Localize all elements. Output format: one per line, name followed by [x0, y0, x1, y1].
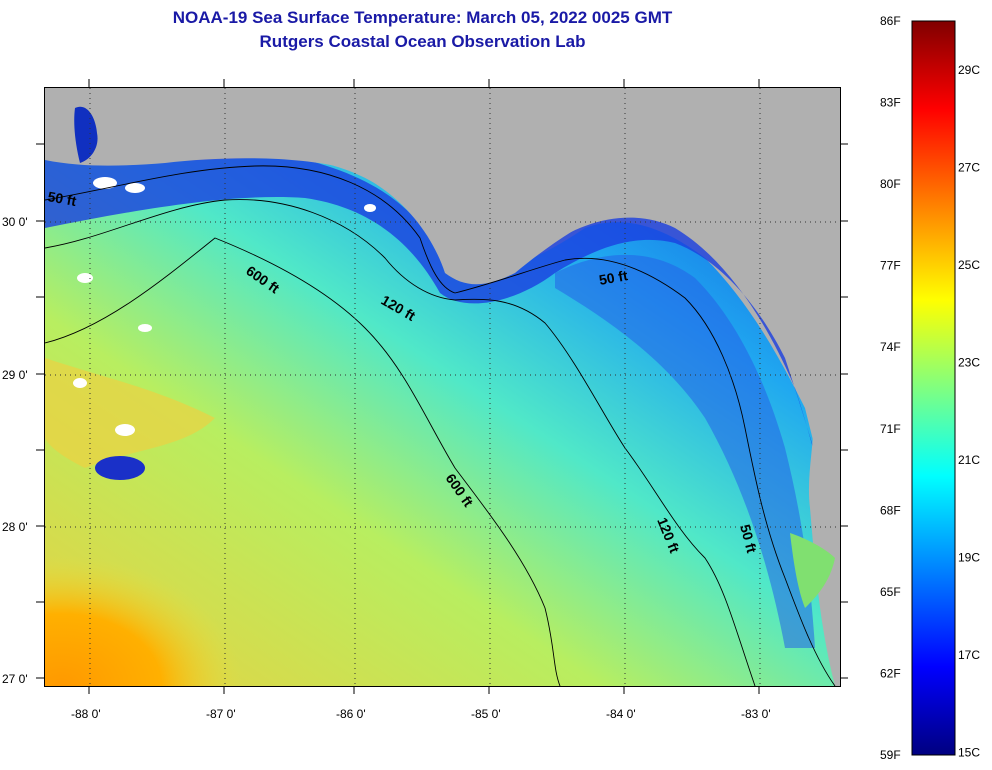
colorbar-f-label: 83F: [880, 96, 901, 110]
fahrenheit-scale: 86F 83F 80F 77F 74F 71F 68F 65F 62F 59F: [880, 14, 901, 762]
tampa-bay-water: [790, 533, 835, 608]
colorbar-c-label: 25C: [958, 258, 980, 272]
colorbar-c-label: 17C: [958, 648, 980, 662]
colorbar-gradient: [911, 20, 956, 756]
colorbar-f-label: 86F: [880, 14, 901, 28]
east-shelf-blue: [555, 254, 815, 648]
lat-label-30: 30 0': [2, 215, 28, 229]
mobile-bay-water: [74, 106, 98, 163]
cloud-patches: [73, 177, 376, 436]
lon-label-87: -87 0': [206, 707, 236, 721]
land-florida: [790, 308, 840, 686]
colorbar-c-label: 27C: [958, 161, 980, 175]
colorbar-f-label: 74F: [880, 340, 901, 354]
lon-label-88: -88 0': [71, 707, 101, 721]
bathymetry-contours: [45, 165, 836, 686]
colorbar-f-label: 68F: [880, 503, 901, 517]
warm-water-band: [45, 358, 215, 468]
lat-label-28: 28 0': [2, 520, 28, 534]
contour-600ft: [45, 237, 561, 686]
colorbar-c-label: 15C: [958, 746, 980, 760]
contour-50ft-east: [454, 257, 836, 686]
sst-map: 50 ft 600 ft 120 ft 50 ft 600 ft 120 ft …: [44, 87, 841, 687]
colorbar-c-label: 19C: [958, 551, 980, 565]
warm-water-region: [45, 448, 375, 686]
colorbar-f-label: 62F: [880, 666, 901, 680]
colorbar-c-label: 29C: [958, 63, 980, 77]
colorbar-c-label: 21C: [958, 453, 980, 467]
contour-label-50ft-south: 50 ft: [737, 523, 760, 555]
lon-label-85: -85 0': [471, 707, 501, 721]
lat-label-29: 29 0': [2, 368, 28, 382]
contour-label-50ft-north: 50 ft: [598, 267, 629, 288]
colorbar-f-label: 71F: [880, 422, 901, 436]
coastal-cold-band: [45, 149, 840, 548]
colorbar-f-label: 65F: [880, 585, 901, 599]
sst-map-svg: 50 ft 600 ft 120 ft 50 ft 600 ft 120 ft …: [45, 88, 840, 686]
celsius-scale: 29C 27C 25C 23C 21C 19C 17C 15C: [958, 63, 980, 760]
cold-eddy: [95, 456, 145, 480]
colorbar-f-label: 59F: [880, 748, 901, 762]
lon-label-83: -83 0': [741, 707, 771, 721]
map-title: NOAA-19 Sea Surface Temperature: March 0…: [172, 8, 673, 27]
contour-120ft: [45, 199, 756, 686]
contour-50ft-west: [45, 165, 456, 294]
colorbar-c-label: 23C: [958, 356, 980, 370]
axis-ticks: [36, 79, 848, 694]
colorbar-f-label: 77F: [880, 259, 901, 273]
lon-label-86: -86 0': [336, 707, 366, 721]
map-subtitle: Rutgers Coastal Ocean Observation Lab: [259, 32, 586, 51]
lon-label-84: -84 0': [606, 707, 636, 721]
land-north: [45, 88, 840, 338]
lat-label-27: 27 0': [2, 672, 28, 686]
colorbar-f-label: 80F: [880, 177, 901, 191]
contour-label-50ft-west: 50 ft: [46, 188, 77, 209]
colorbar: 86F 83F 80F 77F 74F 71F 68F 65F 62F 59F 29C 27C 25C…: [880, 14, 980, 762]
